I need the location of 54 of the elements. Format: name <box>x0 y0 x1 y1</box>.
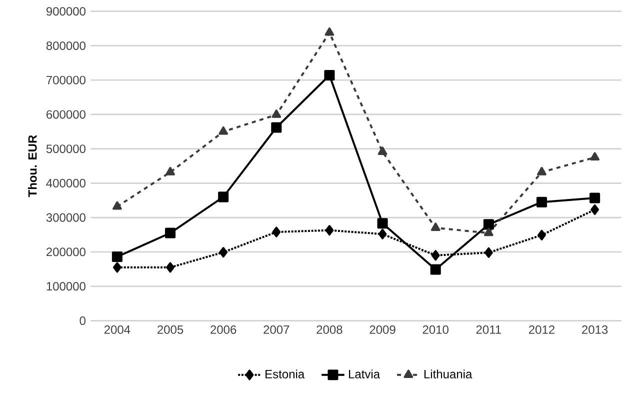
x-tick-label: 2012 <box>528 325 554 334</box>
x-tick-label: 2006 <box>210 325 236 334</box>
y-tick-label: 500000 <box>46 144 86 154</box>
y-tick-label: 400000 <box>46 178 86 188</box>
point <box>378 228 387 240</box>
y-tick-label: 800000 <box>46 41 86 50</box>
y-tick-label: 600000 <box>46 110 86 119</box>
point <box>590 192 600 204</box>
point <box>377 218 388 229</box>
point <box>166 166 175 176</box>
point <box>113 262 122 273</box>
x-tick-label: 2009 <box>370 325 396 334</box>
y-tick-label: 300000 <box>46 213 86 222</box>
point <box>166 262 174 273</box>
point <box>484 228 494 236</box>
point <box>165 228 176 238</box>
x-tick-label: 2005 <box>158 325 184 334</box>
point <box>538 230 546 240</box>
point <box>537 166 546 176</box>
x-tick-label: 2013 <box>582 325 608 334</box>
y-tick-label: 700000 <box>46 76 86 84</box>
point <box>483 219 494 230</box>
legend-label: Estonia <box>266 370 305 378</box>
x-tick-label: 2004 <box>104 325 130 334</box>
x-tick-label: 2010 <box>422 325 448 334</box>
point <box>112 201 122 210</box>
x-tick-label: 2007 <box>264 325 290 334</box>
y-tick-label: 900000 <box>46 7 86 16</box>
point <box>430 222 440 231</box>
point <box>378 146 388 156</box>
y-tick-label: 200000 <box>46 248 86 256</box>
point <box>112 251 122 262</box>
point <box>325 225 334 236</box>
point <box>271 122 282 133</box>
point <box>324 27 334 36</box>
point <box>218 192 229 202</box>
legend-label: Lithuania <box>424 370 472 378</box>
point <box>272 110 282 118</box>
point <box>431 250 440 261</box>
y-tick-label: 0 <box>80 316 86 325</box>
point <box>536 196 547 208</box>
point <box>430 264 441 275</box>
point <box>590 152 600 161</box>
legend-label: Latvia <box>349 370 380 378</box>
x-tick-label: 2008 <box>316 325 342 334</box>
y-axis-title: Thou. EUR <box>28 135 37 198</box>
point <box>218 126 228 135</box>
point <box>324 70 335 81</box>
y-tick-label: 100000 <box>46 282 86 291</box>
x-tick-label: 2011 <box>476 325 501 334</box>
point <box>272 226 281 238</box>
point <box>590 204 599 215</box>
point <box>484 247 493 258</box>
point <box>219 247 228 258</box>
